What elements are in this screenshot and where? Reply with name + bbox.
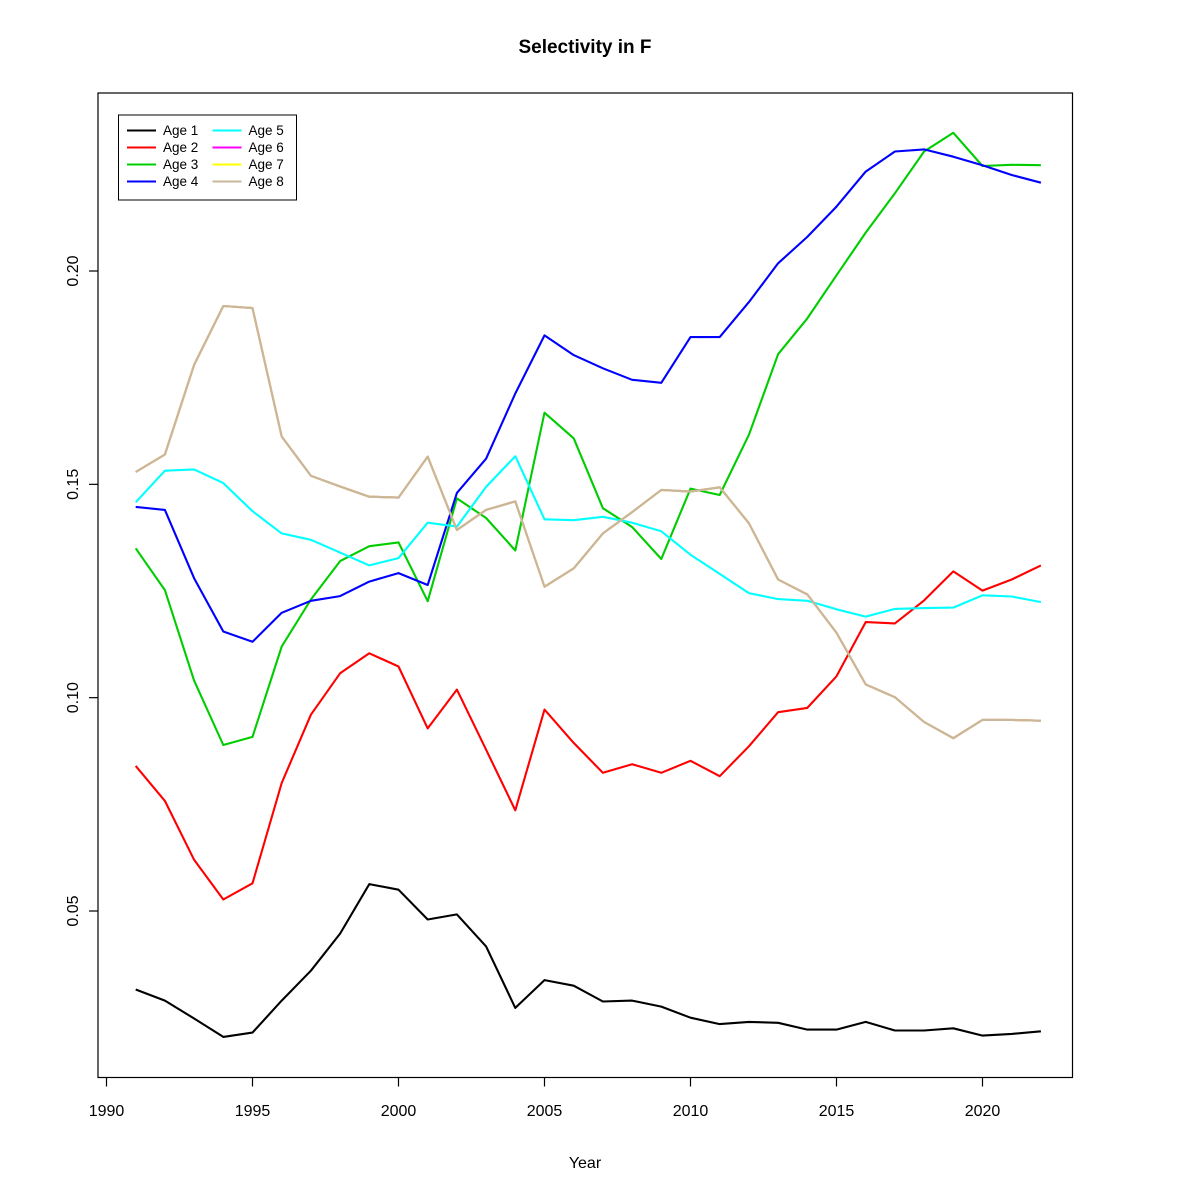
x-axis-tick-label: 1990 [89, 1103, 125, 1120]
x-axis-tick-label: 2000 [381, 1103, 417, 1120]
series-line-age-2 [134, 564, 1042, 901]
y-axis-tick-label: 0.05 [65, 895, 82, 926]
legend-label-age-7: Age 7 [249, 157, 284, 172]
y-axis-tick-label: 0.10 [65, 682, 82, 713]
series-line-age-3 [134, 131, 1041, 747]
x-axis-tick-label: 2005 [527, 1103, 563, 1120]
legend-box [118, 114, 297, 201]
legend-label-age-6: Age 6 [249, 140, 284, 155]
legend-label-age-5: Age 5 [249, 123, 284, 138]
x-axis-label: Year [569, 1155, 602, 1172]
legend-label-age-1: Age 1 [163, 123, 198, 138]
series-line-age-5 [134, 455, 1042, 618]
legend-label-age-4: Age 4 [163, 174, 199, 189]
x-axis-tick-label: 1995 [235, 1103, 271, 1120]
series-line-age-1 [135, 883, 1041, 1038]
y-axis-tick-label: 0.20 [65, 255, 82, 286]
x-axis-tick-label: 2020 [965, 1103, 1001, 1120]
series-line-age-8 [135, 304, 1041, 740]
series-line-age-7 [135, 304, 1041, 740]
plot-box [97, 92, 1074, 1079]
series-line-age-4 [135, 148, 1042, 643]
legend-label-age-3: Age 3 [163, 157, 198, 172]
legend-label-age-8: Age 8 [249, 174, 284, 189]
y-axis-tick-label: 0.15 [65, 469, 82, 500]
x-axis-tick-label: 2015 [819, 1103, 855, 1120]
chart-title: Selectivity in F [518, 37, 651, 58]
series-line-age-6 [135, 304, 1041, 740]
x-axis-tick-label: 2010 [673, 1103, 709, 1120]
legend-label-age-2: Age 2 [163, 140, 198, 155]
